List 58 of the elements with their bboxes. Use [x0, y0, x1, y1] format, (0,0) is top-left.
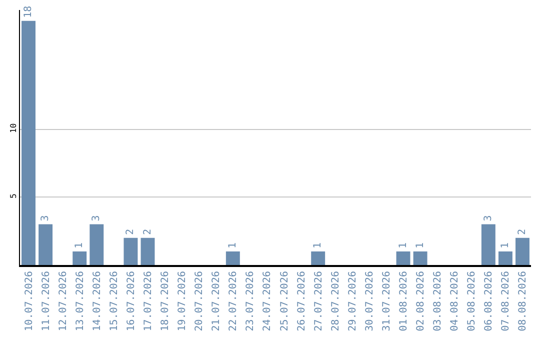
bar — [396, 251, 410, 265]
x-tick-label: 13.07.2026 — [74, 271, 86, 332]
x-tick-label: 23.07.2026 — [245, 271, 256, 332]
x-tick-label: 26.07.2026 — [296, 271, 308, 332]
data-label: 18 — [23, 6, 34, 18]
x-tick-label: 22.07.2026 — [228, 271, 240, 332]
bar — [226, 251, 240, 265]
x-tick-label: 28.07.2026 — [330, 271, 342, 332]
bar — [72, 251, 87, 265]
data-label: 1 — [500, 242, 511, 248]
x-tick-label: 15.07.2026 — [108, 271, 120, 332]
data-label: 3 — [482, 215, 494, 222]
bar — [90, 224, 104, 265]
y-tick-label: 5 — [8, 193, 18, 198]
bar — [38, 224, 53, 265]
x-tick-label: 10.07.2026 — [24, 271, 35, 332]
data-label: 3 — [91, 215, 102, 222]
x-tick-label: 01.08.2026 — [398, 271, 410, 332]
x-tick-label: 18.07.2026 — [160, 271, 172, 332]
x-tick-label: 27.07.2026 — [313, 271, 324, 332]
bar — [311, 251, 326, 265]
x-tick-label: 04.08.2026 — [450, 271, 461, 332]
bar — [413, 251, 428, 265]
bar — [498, 251, 512, 265]
data-label: 1 — [414, 242, 426, 248]
x-tick-label: 24.07.2026 — [262, 271, 274, 332]
x-tick-label: 05.08.2026 — [466, 271, 478, 332]
data-label: 1 — [74, 242, 86, 248]
data-label: 1 — [312, 242, 324, 248]
bar — [516, 238, 530, 265]
data-label: 1 — [398, 242, 409, 248]
x-tick-label: 25.07.2026 — [279, 271, 290, 332]
bar — [124, 238, 138, 265]
x-tick-label: 20.07.2026 — [194, 271, 206, 332]
x-tick-label: 16.07.2026 — [126, 271, 137, 332]
data-label: 2 — [125, 228, 136, 235]
x-tick-label: 11.07.2026 — [40, 271, 52, 332]
x-tick-label: 31.07.2026 — [381, 271, 392, 332]
x-tick-label: 17.07.2026 — [143, 271, 154, 332]
x-tick-label: 19.07.2026 — [177, 271, 188, 332]
x-tick-label: 30.07.2026 — [364, 271, 376, 332]
x-tick-label: 02.08.2026 — [416, 271, 427, 332]
data-label: 2 — [516, 228, 528, 235]
x-tick-label: 21.07.2026 — [211, 271, 222, 332]
bar — [22, 20, 36, 265]
x-tick-label: 12.07.2026 — [58, 271, 69, 332]
bar — [140, 238, 155, 265]
x-tick-label: 06.08.2026 — [484, 271, 495, 332]
x-tick-label: 14.07.2026 — [92, 271, 103, 332]
x-tick-label: 29.07.2026 — [347, 271, 358, 332]
x-tick-label: 03.08.2026 — [432, 271, 444, 332]
data-label: 3 — [40, 215, 52, 222]
x-tick-label: 07.08.2026 — [500, 271, 512, 332]
x-tick-label: 08.08.2026 — [518, 271, 529, 332]
data-label: 1 — [227, 242, 238, 248]
data-label: 2 — [142, 228, 154, 235]
bar — [481, 224, 496, 265]
y-tick-label: 10 — [8, 123, 18, 133]
